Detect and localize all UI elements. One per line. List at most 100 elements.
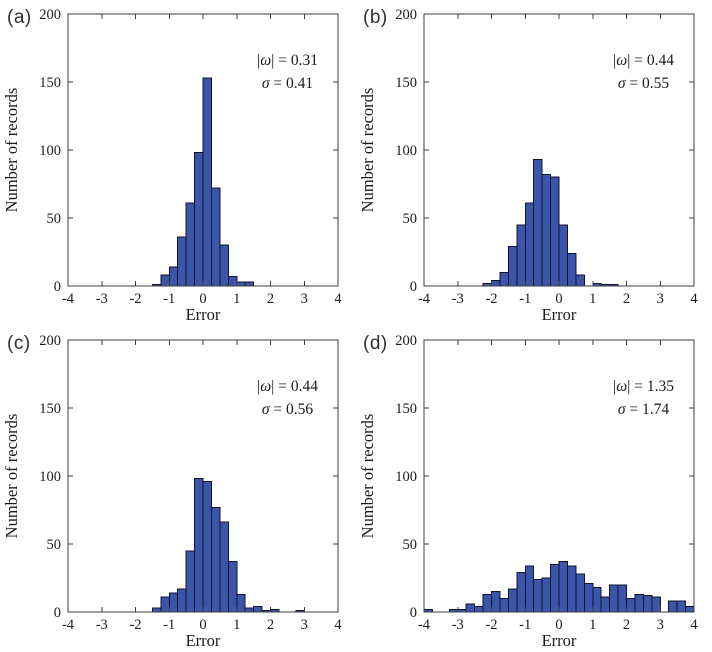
y-tick-label: 150 xyxy=(39,75,61,91)
histogram-bar xyxy=(194,478,204,613)
y-tick-label: 200 xyxy=(395,7,417,23)
x-tick-label: -1 xyxy=(163,291,175,307)
omega-stat: |ω| = 0.44 xyxy=(257,378,318,395)
histogram-chart-b: -4 -3 -2 -1 0 1 2 3 4 0 50 100 150 200 Error Number of … xyxy=(358,7,698,324)
x-tick-label: 3 xyxy=(657,291,664,307)
histogram-bar xyxy=(583,582,594,613)
x-tick-label: -1 xyxy=(519,617,531,633)
y-tick-label: 0 xyxy=(410,605,417,621)
panel-letter-c: (c) xyxy=(7,333,31,354)
sigma-value: 1.74 xyxy=(642,401,670,418)
x-tick-label: 0 xyxy=(555,617,562,633)
histogram-bar xyxy=(227,561,238,613)
histogram-bar xyxy=(236,593,246,613)
histogram-bar xyxy=(541,577,552,613)
y-axis-label: Number of records xyxy=(358,414,377,539)
histogram-bar xyxy=(575,573,585,613)
y-tick-label: 50 xyxy=(47,537,62,553)
x-tick-label: -2 xyxy=(129,291,141,307)
histogram-bar xyxy=(227,275,238,287)
y-tick-label: 0 xyxy=(54,279,61,295)
histogram-bar xyxy=(550,176,560,287)
x-tick-label: 4 xyxy=(690,617,698,633)
sigma-value: 0.55 xyxy=(642,75,670,92)
histogram-bar xyxy=(185,202,196,287)
omega-value: 0.44 xyxy=(290,378,318,395)
histogram-bar xyxy=(642,595,653,613)
histogram-bar xyxy=(177,588,187,613)
omega-value: 0.44 xyxy=(646,52,674,69)
x-tick-label: 0 xyxy=(199,291,206,307)
x-tick-label: 1 xyxy=(233,617,240,633)
histogram-bar xyxy=(499,597,509,613)
y-tick-label: 150 xyxy=(395,75,417,91)
histogram-bar xyxy=(210,506,221,613)
histogram-bar xyxy=(253,606,263,613)
x-tick-label: 3 xyxy=(657,617,664,633)
y-axis-label: Number of records xyxy=(358,88,377,213)
x-tick-label: 1 xyxy=(589,617,596,633)
y-tick-label: 0 xyxy=(410,279,417,295)
y-axis-label: Number of records xyxy=(2,88,21,213)
panel-letter-d: (d) xyxy=(363,333,388,354)
histogram-bar xyxy=(609,584,619,613)
y-tick-label: 100 xyxy=(395,469,417,485)
histogram-bar xyxy=(507,246,518,287)
panel-b: -4 -3 -2 -1 0 1 2 3 4 0 50 100 150 200 Error Number of … xyxy=(356,0,712,326)
histogram-bar xyxy=(533,159,543,287)
histogram-bar xyxy=(634,593,644,613)
x-tick-label: 2 xyxy=(267,617,274,633)
x-tick-label: -3 xyxy=(452,617,464,633)
panel-d: -4 -3 -2 -1 0 1 2 3 4 0 50 100 150 200 Error Number of … xyxy=(356,326,712,652)
x-tick-label: -3 xyxy=(96,291,108,307)
x-tick-label: -1 xyxy=(163,617,175,633)
histogram-bar xyxy=(575,274,585,287)
histogram-bar xyxy=(210,187,221,287)
histogram-bar xyxy=(151,607,162,613)
histogram-bar xyxy=(244,607,255,613)
histogram-bar xyxy=(185,550,196,613)
histogram-bar xyxy=(194,152,204,287)
histogram-bar xyxy=(516,224,526,287)
stats-annotation-c: |ω| = 0.44 σ = 0.56 xyxy=(257,375,318,421)
stats-annotation-a: |ω| = 0.31 σ = 0.41 xyxy=(257,49,318,95)
y-tick-label: 50 xyxy=(403,211,418,227)
histogram-bar xyxy=(558,561,568,613)
histogram-bar xyxy=(617,584,627,613)
x-tick-label: -4 xyxy=(418,617,431,633)
histogram-bar xyxy=(685,606,695,613)
histogram-bar xyxy=(550,563,560,613)
histogram-bar xyxy=(160,596,170,613)
histogram-bar xyxy=(177,236,187,287)
panel-letter-b: (b) xyxy=(363,7,388,28)
histogram-bar xyxy=(600,596,611,613)
sigma-stat: σ = 0.56 xyxy=(261,401,314,418)
x-tick-label: -4 xyxy=(62,291,75,307)
x-tick-label: 1 xyxy=(233,291,240,307)
omega-value: 0.31 xyxy=(290,52,318,69)
sigma-stat: σ = 0.55 xyxy=(617,75,670,92)
x-tick-label: 0 xyxy=(199,617,206,633)
histogram-bar xyxy=(491,591,501,613)
omega-stat: |ω| = 1.35 xyxy=(613,378,674,395)
histogram-chart-c: -4 -3 -2 -1 0 1 2 3 4 0 50 100 150 200 Error Number of … xyxy=(2,333,342,650)
omega-stat: |ω| = 0.44 xyxy=(613,52,674,69)
stats-annotation-b: |ω| = 0.44 σ = 0.55 xyxy=(613,49,674,95)
sigma-stat: σ = 0.41 xyxy=(261,75,314,92)
stats-annotation-d: |ω| = 1.35 σ = 1.74 xyxy=(613,375,674,421)
sigma-value: 0.56 xyxy=(286,401,314,418)
y-tick-label: 150 xyxy=(395,401,417,417)
histogram-bar xyxy=(244,281,255,287)
histogram-bar xyxy=(626,597,636,613)
x-tick-label: -3 xyxy=(96,617,108,633)
sigma-value: 0.41 xyxy=(286,75,314,92)
histogram-bar xyxy=(651,596,661,613)
histogram-bar xyxy=(202,480,212,613)
histogram-bar xyxy=(541,173,552,287)
panel-c: -4 -3 -2 -1 0 1 2 3 4 0 50 100 150 200 Error Number of … xyxy=(0,326,356,652)
x-tick-label: 0 xyxy=(555,291,562,307)
x-tick-label: 3 xyxy=(301,617,308,633)
omega-stat: |ω| = 0.31 xyxy=(257,52,318,69)
x-tick-label: 4 xyxy=(690,291,698,307)
